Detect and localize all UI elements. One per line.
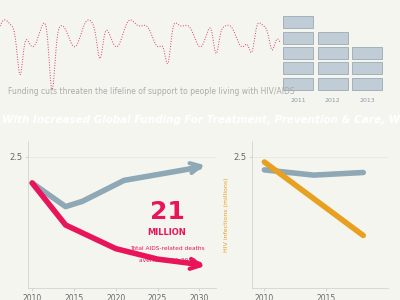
Y-axis label: HIV infections (millions): HIV infections (millions) [224,177,229,252]
Text: Total AIDS-related deaths: Total AIDS-related deaths [130,246,204,251]
FancyBboxPatch shape [283,32,313,44]
Text: 21: 21 [150,200,184,224]
FancyBboxPatch shape [352,47,382,59]
Text: 2013: 2013 [360,98,376,103]
Text: With Increased Global Funding For Treatment, Prevention & Care, We Could...: With Increased Global Funding For Treatm… [2,115,400,125]
FancyBboxPatch shape [318,78,348,90]
Text: 2012: 2012 [325,98,341,103]
FancyBboxPatch shape [283,47,313,59]
FancyBboxPatch shape [318,32,348,44]
FancyBboxPatch shape [283,62,313,74]
FancyBboxPatch shape [318,47,348,59]
Text: averted 2015-2030: averted 2015-2030 [139,258,196,262]
Text: MILLION: MILLION [148,228,186,237]
FancyBboxPatch shape [352,62,382,74]
FancyBboxPatch shape [283,78,313,90]
FancyBboxPatch shape [283,16,313,28]
Text: 2011: 2011 [290,98,306,103]
FancyBboxPatch shape [318,62,348,74]
FancyBboxPatch shape [352,78,382,90]
Text: Funding cuts threaten the lifeline of support to people living with HIV/AIDS: Funding cuts threaten the lifeline of su… [8,87,295,96]
